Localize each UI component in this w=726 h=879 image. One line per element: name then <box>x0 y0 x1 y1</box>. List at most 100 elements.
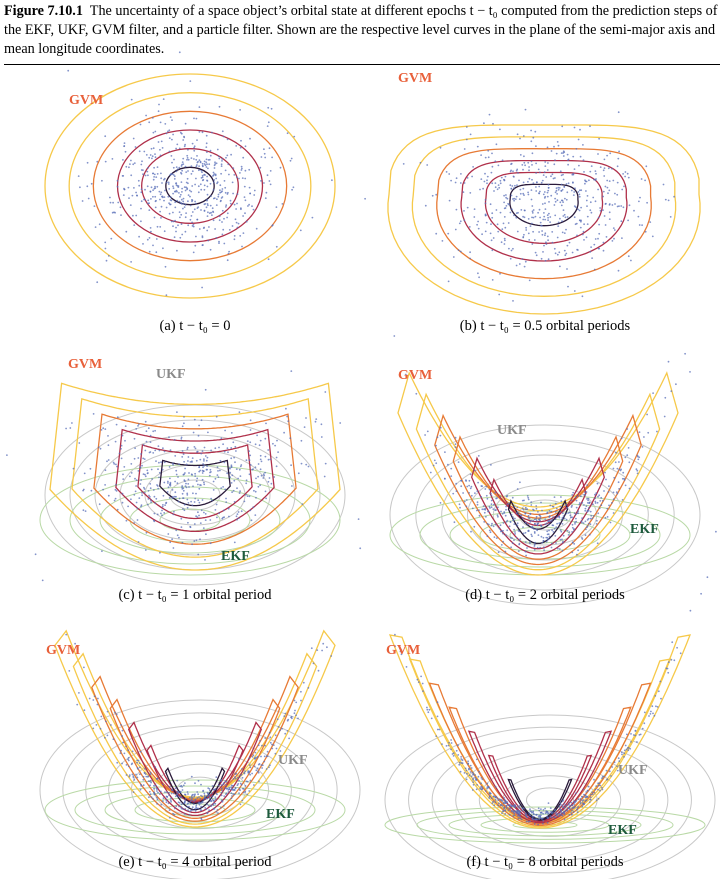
particle-sample <box>517 817 520 820</box>
particle-sample <box>137 470 140 472</box>
particle-sample <box>608 211 611 214</box>
particle-sample <box>562 799 565 801</box>
particle-sample <box>548 212 550 215</box>
particle-sample <box>154 195 157 198</box>
particle-sample <box>514 533 516 535</box>
particle-sample <box>466 177 469 179</box>
particle-sample <box>275 456 278 459</box>
particle-sample <box>267 258 270 261</box>
particle-sample <box>194 244 197 247</box>
particle-sample <box>177 791 180 794</box>
particle-sample <box>517 812 520 815</box>
particle-sample <box>191 457 194 459</box>
particle-sample <box>116 465 118 468</box>
particle-sample <box>527 496 530 499</box>
particle-sample <box>502 529 504 532</box>
particle-sample <box>486 786 489 788</box>
particle-sample <box>470 530 472 533</box>
particle-sample <box>184 808 187 810</box>
particle-sample <box>248 757 251 759</box>
particle-sample <box>274 734 277 737</box>
particle-sample <box>220 791 223 794</box>
particle-sample <box>586 502 589 504</box>
particle-sample <box>120 214 122 217</box>
particle-sample <box>144 475 147 478</box>
particle-sample <box>159 198 161 201</box>
ukf-level-curve <box>431 738 669 862</box>
particle-sample <box>567 163 569 166</box>
particle-sample <box>564 254 567 257</box>
particle-sample <box>169 116 172 118</box>
particle-sample <box>191 806 194 809</box>
particle-sample <box>161 147 164 149</box>
particle-sample <box>122 159 124 161</box>
particle-sample <box>459 506 461 509</box>
particle-sample <box>560 518 563 521</box>
particle-sample <box>212 211 215 214</box>
particle-sample <box>539 811 542 814</box>
particle-sample <box>267 480 270 483</box>
particle-sample <box>562 209 565 212</box>
particle-sample <box>270 482 273 485</box>
particle-sample <box>259 454 262 457</box>
particle-sample <box>291 485 293 487</box>
particle-sample <box>233 541 236 544</box>
particle-sample <box>172 495 174 498</box>
particle-sample <box>168 809 171 811</box>
particle-sample <box>233 174 236 176</box>
particle-sample <box>194 183 197 186</box>
particle-sample <box>562 201 564 204</box>
particle-sample <box>594 493 596 496</box>
particle-sample <box>127 765 130 768</box>
particle-sample <box>178 200 181 203</box>
particle-sample <box>561 125 564 128</box>
particle-sample <box>166 491 169 493</box>
particle-sample <box>503 797 506 799</box>
particle-sample <box>167 181 170 184</box>
particle-sample <box>454 228 457 231</box>
particle-sample <box>511 542 514 545</box>
particle-sample <box>468 492 470 494</box>
particle-sample <box>573 512 576 515</box>
particle-sample <box>589 523 592 526</box>
particle-sample <box>576 234 578 237</box>
particle-sample <box>160 191 163 194</box>
particle-sample <box>236 176 238 179</box>
particle-sample <box>191 211 194 213</box>
particle-sample <box>478 770 480 773</box>
particle-sample <box>512 170 514 173</box>
particle-sample <box>195 480 198 482</box>
particle-sample <box>618 488 620 490</box>
particle-sample <box>472 783 475 786</box>
particle-sample <box>197 553 200 556</box>
particle-sample <box>556 813 559 815</box>
particle-sample <box>265 422 267 425</box>
particle-sample <box>218 105 221 108</box>
particle-sample <box>195 117 198 120</box>
particle-sample <box>163 230 166 233</box>
ukf-level-curve <box>478 763 622 837</box>
particle-sample <box>184 797 187 800</box>
particle-sample <box>140 220 142 223</box>
particle-sample <box>187 148 189 151</box>
particle-sample <box>476 509 478 512</box>
particle-sample <box>184 813 186 815</box>
particle-sample <box>510 546 512 549</box>
particle-sample <box>180 806 183 809</box>
gvm-level-curve <box>115 428 275 533</box>
particle-sample <box>469 257 471 260</box>
particle-sample <box>523 161 526 164</box>
particle-sample <box>180 526 183 528</box>
particle-sample <box>160 217 162 219</box>
particle-sample <box>524 550 527 553</box>
particle-sample <box>459 250 462 253</box>
particle-sample <box>157 141 160 143</box>
particle-sample <box>466 772 468 775</box>
particle-sample <box>586 484 589 487</box>
particle-sample <box>516 809 518 812</box>
particle-sample <box>673 195 675 198</box>
particle-sample <box>187 793 189 795</box>
particle-sample <box>519 481 521 484</box>
particle-sample <box>554 197 556 200</box>
particle-sample <box>556 522 558 525</box>
